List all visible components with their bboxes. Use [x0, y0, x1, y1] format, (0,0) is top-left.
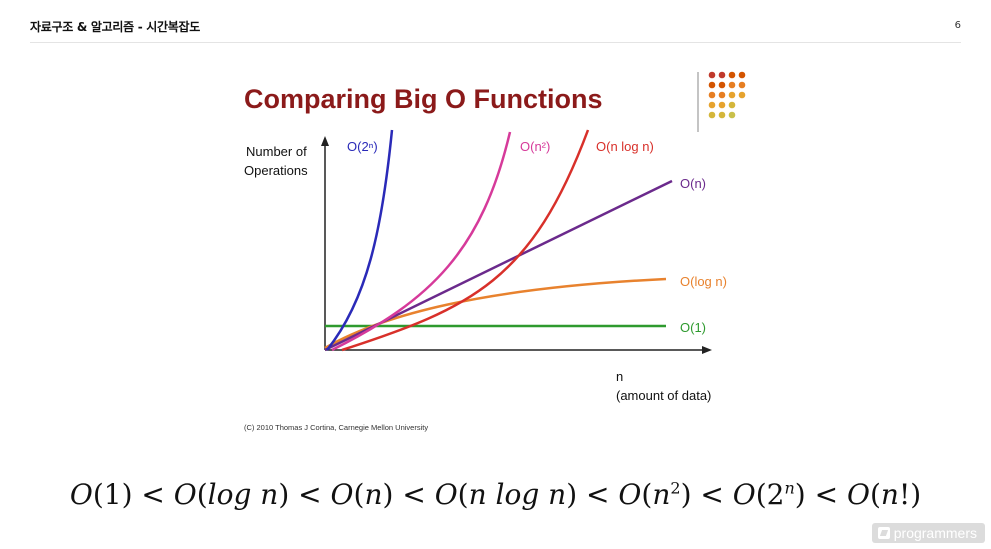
- formula-part: <: [577, 478, 619, 511]
- y-axis-label-line1: Number of: [246, 144, 307, 159]
- formula-part: ): [680, 478, 692, 511]
- y-axis-label-line2: Operations: [244, 163, 308, 178]
- decor-dot: [718, 101, 726, 109]
- decor-dot: [738, 71, 746, 79]
- x-axis-arrow-icon: [702, 346, 712, 354]
- big-o-chart-image: Comparing Big O Functions Number of Oper…: [232, 60, 772, 440]
- decor-dot: [708, 81, 716, 89]
- label-ologn: O(log n): [680, 274, 727, 289]
- decor-dot: [718, 111, 726, 119]
- x-axis-label-line1: n: [616, 369, 623, 384]
- formula-part: O: [618, 478, 642, 511]
- decor-dot: [708, 111, 716, 119]
- formula-part: (: [353, 478, 365, 511]
- formula-part: O: [330, 478, 354, 511]
- formula-part: 2: [670, 478, 681, 498]
- formula-part: O: [173, 478, 197, 511]
- formula-part: (: [641, 478, 653, 511]
- decor-dot: [728, 111, 736, 119]
- formula-part: <: [691, 478, 733, 511]
- decor-dot: [728, 71, 736, 79]
- curve-ologn: [324, 277, 667, 350]
- label-onlogn: O(n log n): [596, 139, 654, 154]
- slide-header: 자료구조 & 알고리즘 - 시간복잡도 6: [30, 18, 961, 43]
- decor-dot: [728, 91, 736, 99]
- formula-part: ): [278, 478, 290, 511]
- decor-dot: [718, 71, 726, 79]
- formula-part: <: [132, 478, 174, 511]
- label-o1: O(1): [680, 320, 706, 335]
- formula-part: <: [805, 478, 847, 511]
- label-on2: O(n²): [520, 139, 550, 154]
- formula-part: ): [382, 478, 394, 511]
- formula-part: <: [393, 478, 435, 511]
- chart-title: Comparing Big O Functions: [244, 84, 603, 114]
- formula-part: n: [880, 478, 899, 511]
- formula-part: n: [784, 478, 795, 498]
- formula-part: O: [434, 478, 458, 511]
- decor-dots-icon: [708, 71, 746, 119]
- decor-dot: [708, 101, 716, 109]
- formula-part: <: [289, 478, 331, 511]
- formula-part: n: [364, 478, 383, 511]
- formula-part: (2: [755, 478, 785, 511]
- formula-part: n: [652, 478, 671, 511]
- decor-dot: [718, 91, 726, 99]
- formula-part: n log n: [468, 478, 567, 511]
- formula-part: (1): [92, 478, 133, 511]
- image-credit: (C) 2010 Thomas J Cortina, Carnegie Mell…: [244, 423, 428, 432]
- decor-dot: [708, 71, 716, 79]
- formula-part: (: [869, 478, 881, 511]
- slide-title: 자료구조 & 알고리즘 - 시간복잡도: [30, 20, 200, 34]
- formula-part: O: [847, 478, 870, 511]
- decor-dot: [718, 81, 726, 89]
- curve-o2n: [326, 129, 394, 351]
- programmers-watermark: programmers: [871, 523, 985, 543]
- curve-onlogn: [341, 129, 590, 352]
- watermark-text: programmers: [893, 525, 977, 541]
- programmers-logo-icon: [877, 527, 890, 539]
- decor-dot: [728, 81, 736, 89]
- formula-part: O: [69, 478, 93, 511]
- curve-on2: [331, 131, 512, 352]
- complexity-order-formula: O(1) < O(log n) < O(n) < O(n log n) < O(…: [0, 478, 991, 511]
- label-on: O(n): [680, 176, 706, 191]
- formula-part: (: [196, 478, 208, 511]
- y-axis-arrow-icon: [321, 136, 329, 146]
- formula-part: (: [457, 478, 469, 511]
- decor-dot: [728, 101, 736, 109]
- slide-number: 6: [954, 20, 961, 31]
- formula-part: !): [898, 478, 922, 511]
- formula-part: log n: [207, 478, 279, 511]
- label-o2n: O(2ⁿ): [347, 139, 378, 154]
- decor-dot: [738, 91, 746, 99]
- decor-dot: [738, 81, 746, 89]
- formula-part: ): [794, 478, 806, 511]
- x-axis-label-line2: (amount of data): [616, 388, 711, 403]
- decor-dot: [708, 91, 716, 99]
- formula-part: ): [566, 478, 578, 511]
- formula-part: O: [732, 478, 756, 511]
